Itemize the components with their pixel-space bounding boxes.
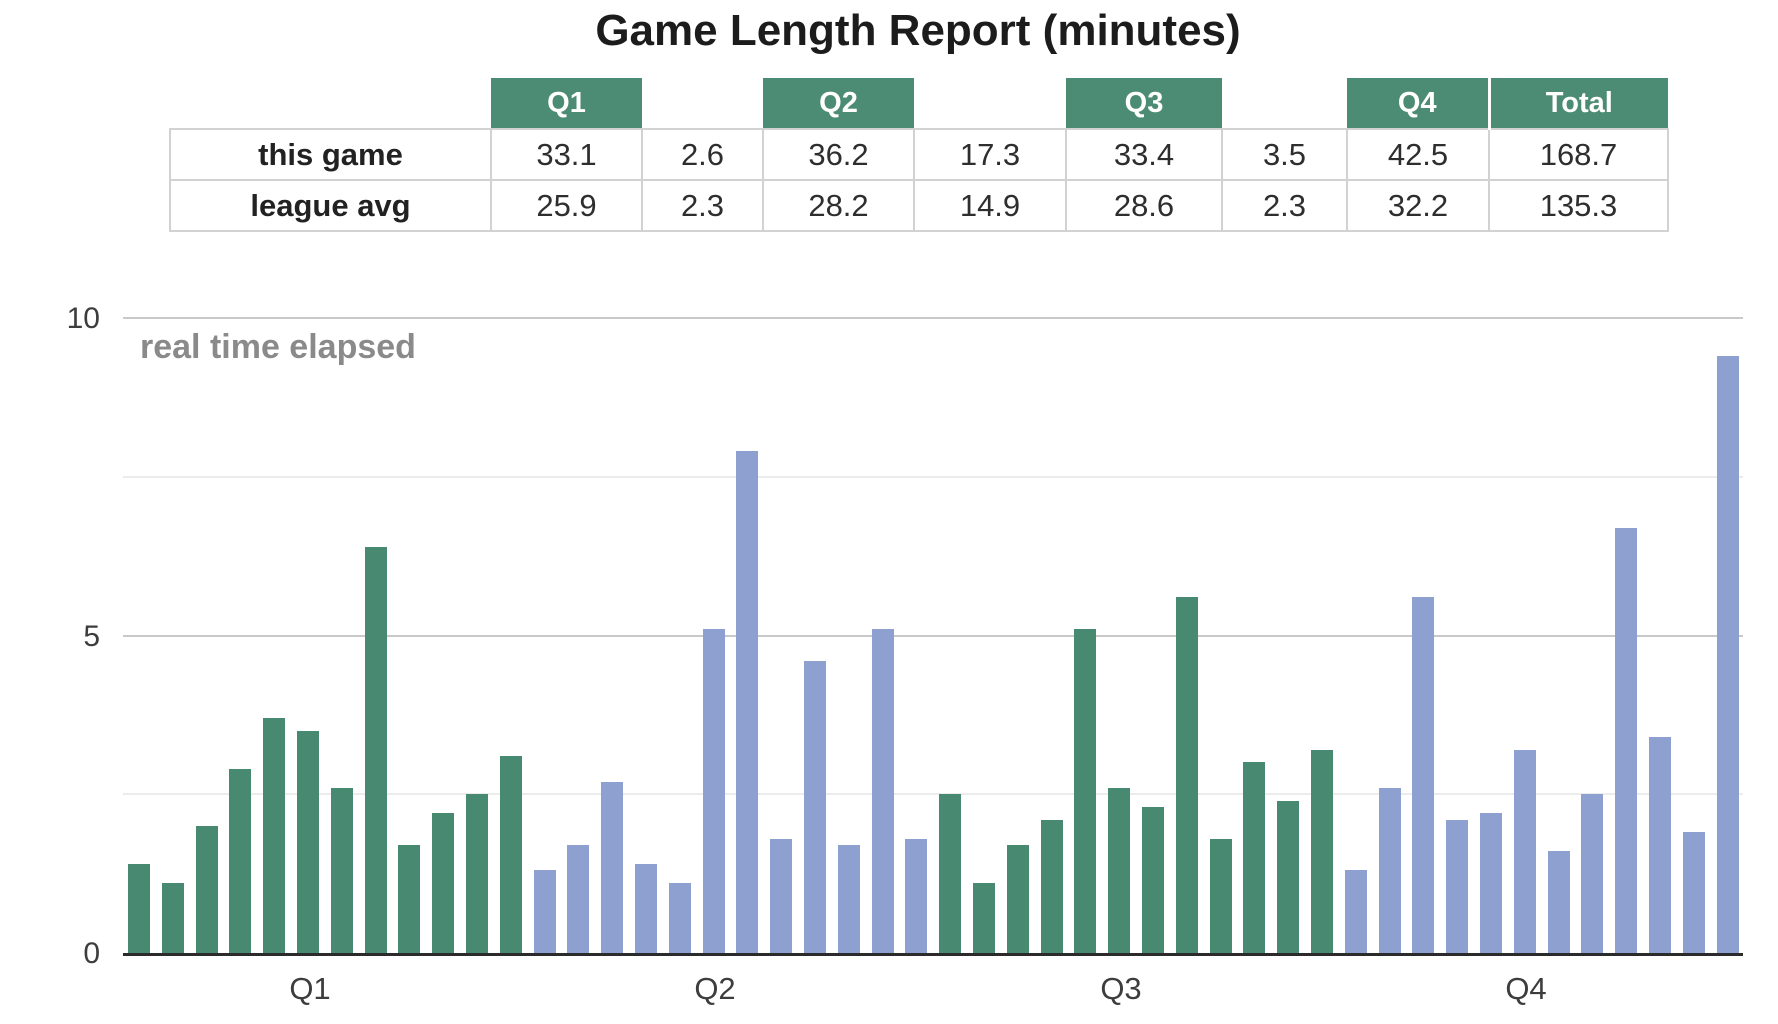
bar-q3-4 bbox=[1041, 820, 1063, 953]
table-cell: 32.2 bbox=[1346, 179, 1490, 232]
x-tick-label-q2: Q2 bbox=[694, 971, 736, 1006]
bar-q2-10 bbox=[838, 845, 860, 953]
header-cell-total: Total bbox=[1489, 78, 1668, 129]
bar-q1-11 bbox=[466, 794, 488, 953]
bar-q4-7 bbox=[1548, 851, 1570, 953]
gridline-minor bbox=[123, 793, 1743, 796]
header-cell-q4: Q4 bbox=[1347, 78, 1491, 129]
table-cell: 2.6 bbox=[641, 128, 764, 181]
summary-table-body: this game 33.1 2.6 36.2 17.3 33.4 3.5 42.5 168.7… bbox=[169, 128, 1669, 232]
bar-q3-12 bbox=[1311, 750, 1333, 953]
bar-q1-1 bbox=[128, 864, 150, 953]
bar-q2-12 bbox=[905, 839, 927, 953]
table-row: league avg 25.9 2.3 28.2 14.9 28.6 2.3 32.2 135.… bbox=[169, 179, 1669, 232]
bar-q1-8 bbox=[365, 547, 387, 953]
bar-q1-3 bbox=[196, 826, 218, 953]
bar-q3-11 bbox=[1277, 801, 1299, 953]
bar-q3-10 bbox=[1243, 762, 1265, 953]
table-cell: 3.5 bbox=[1221, 128, 1348, 181]
summary-table-head: Q1 Q2 Q3 Q4 Total bbox=[170, 78, 1668, 129]
gridline-major bbox=[123, 634, 1743, 637]
header-cell-q3: Q3 bbox=[1066, 78, 1222, 129]
table-cell: 42.5 bbox=[1346, 128, 1490, 181]
header-cell-empty bbox=[170, 78, 491, 129]
table-cell: 14.9 bbox=[913, 179, 1067, 232]
table-row: this game 33.1 2.6 36.2 17.3 33.4 3.5 42.5 168.7 bbox=[169, 128, 1669, 181]
x-tick-label-q4: Q4 bbox=[1505, 971, 1547, 1006]
bar-q1-10 bbox=[432, 813, 454, 953]
bar-q2-7 bbox=[736, 451, 758, 953]
bar-q1-12 bbox=[500, 756, 522, 953]
bar-q2-5 bbox=[669, 883, 691, 953]
header-cell-q2: Q2 bbox=[763, 78, 914, 129]
bar-q4-8 bbox=[1581, 794, 1603, 953]
bar-q4-12 bbox=[1717, 356, 1739, 953]
bar-q4-1 bbox=[1345, 870, 1367, 953]
y-tick-label: 5 bbox=[83, 619, 100, 653]
row-label: this game bbox=[169, 128, 492, 181]
bar-q3-7 bbox=[1142, 807, 1164, 953]
summary-header-row: Q1 Q2 Q3 Q4 Total bbox=[170, 78, 1668, 129]
bar-q3-8 bbox=[1176, 597, 1198, 953]
bar-q1-7 bbox=[331, 788, 353, 953]
bar-q4-4 bbox=[1446, 820, 1468, 953]
table-cell: 2.3 bbox=[1221, 179, 1348, 232]
header-cell-q1: Q1 bbox=[491, 78, 642, 129]
bar-q3-3 bbox=[1007, 845, 1029, 953]
bar-q2-8 bbox=[770, 839, 792, 953]
bar-q1-4 bbox=[229, 769, 251, 953]
gridline-minor bbox=[123, 475, 1743, 478]
bar-chart: real time elapsed 0 5 10 Q1 Q2 Q3 Q4 bbox=[0, 250, 1778, 1024]
bar-q3-6 bbox=[1108, 788, 1130, 953]
header-cell-empty bbox=[642, 78, 763, 129]
bar-q1-9 bbox=[398, 845, 420, 953]
bar-q2-9 bbox=[804, 661, 826, 953]
bar-q4-3 bbox=[1412, 597, 1434, 953]
bar-q3-1 bbox=[939, 794, 961, 953]
bar-q2-11 bbox=[872, 629, 894, 953]
bar-q4-5 bbox=[1480, 813, 1502, 953]
summary-table: Q1 Q2 Q3 Q4 Total this game 33.1 2.6 36.2 17.3 33… bbox=[169, 78, 1669, 232]
x-tick-label-q1: Q1 bbox=[289, 971, 331, 1006]
header-cell-empty bbox=[914, 78, 1066, 129]
bar-q3-9 bbox=[1210, 839, 1232, 953]
bar-q4-11 bbox=[1683, 832, 1705, 953]
table-cell: 25.9 bbox=[490, 179, 643, 232]
x-tick-label-q3: Q3 bbox=[1100, 971, 1142, 1006]
row-label: league avg bbox=[169, 179, 492, 232]
table-cell: 135.3 bbox=[1488, 179, 1669, 232]
table-cell: 28.6 bbox=[1065, 179, 1223, 232]
table-cell: 168.7 bbox=[1488, 128, 1669, 181]
bar-q2-2 bbox=[567, 845, 589, 953]
table-cell: 36.2 bbox=[762, 128, 915, 181]
gridline-major bbox=[123, 317, 1743, 319]
bar-q2-1 bbox=[534, 870, 556, 953]
bar-q3-2 bbox=[973, 883, 995, 953]
bar-q4-10 bbox=[1649, 737, 1671, 953]
bar-q2-3 bbox=[601, 782, 623, 953]
bar-q1-2 bbox=[162, 883, 184, 953]
bar-q1-5 bbox=[263, 718, 285, 953]
bar-q1-6 bbox=[297, 731, 319, 953]
chart-annotation-label: real time elapsed bbox=[140, 328, 416, 366]
bar-q2-4 bbox=[635, 864, 657, 953]
y-tick-label: 10 bbox=[66, 302, 100, 335]
bar-q4-9 bbox=[1615, 528, 1637, 953]
table-cell: 33.1 bbox=[490, 128, 643, 181]
table-cell: 17.3 bbox=[913, 128, 1067, 181]
bar-q3-5 bbox=[1074, 629, 1096, 953]
bar-q4-6 bbox=[1514, 750, 1536, 953]
table-cell: 28.2 bbox=[762, 179, 915, 232]
header-cell-empty bbox=[1222, 78, 1347, 129]
table-cell: 2.3 bbox=[641, 179, 764, 232]
table-cell: 33.4 bbox=[1065, 128, 1223, 181]
x-axis-line bbox=[123, 953, 1743, 956]
bar-q2-6 bbox=[703, 629, 725, 953]
report-title: Game Length Report (minutes) bbox=[595, 6, 1241, 55]
bar-q4-2 bbox=[1379, 788, 1401, 953]
y-tick-label: 0 bbox=[83, 937, 100, 970]
